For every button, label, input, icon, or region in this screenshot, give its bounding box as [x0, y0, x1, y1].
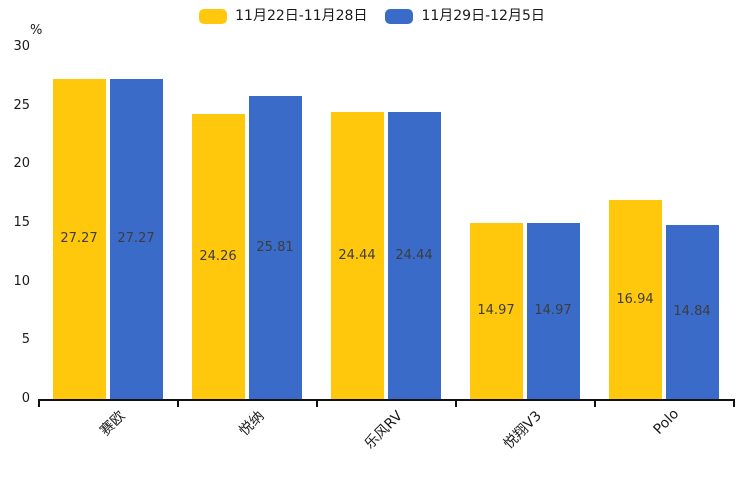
y-axis-unit-label: %	[30, 23, 43, 38]
bar-week2[interactable]	[526, 223, 580, 399]
legend-item-week1[interactable]: 11月22日-11月28日	[199, 6, 367, 26]
x-axis-category-label: Polo	[650, 406, 682, 438]
bar-week1[interactable]	[191, 114, 245, 399]
y-axis-tick-label: 10	[13, 273, 30, 289]
bar-week1[interactable]	[608, 200, 662, 399]
x-axis-category-label: 悦纳	[235, 408, 267, 440]
x-axis-category-label: 悦翔V3	[500, 408, 545, 453]
legend-label-week2: 11月29日-12月5日	[421, 8, 545, 24]
bar-week2[interactable]	[387, 112, 441, 399]
x-axis-tick-mark	[316, 401, 318, 407]
chart-legend: 11月22日-11月28日 11月29日-12月5日	[0, 6, 744, 26]
x-axis-tick-mark	[177, 401, 179, 407]
x-axis-tick-mark	[594, 401, 596, 407]
x-axis-line	[38, 399, 735, 401]
x-axis-category-label: 乐风RV	[361, 408, 406, 453]
y-axis-tick-label: 30	[13, 39, 30, 54]
bar-week1[interactable]	[469, 223, 523, 399]
y-axis-tick-label: 25	[13, 97, 30, 113]
y-axis-tick-label: 15	[13, 215, 30, 230]
y-axis-tick-label: 20	[13, 156, 30, 172]
x-axis-tick-mark	[38, 401, 40, 407]
legend-label-week1: 11月22日-11月28日	[235, 8, 368, 24]
bar-week1[interactable]	[52, 79, 106, 399]
y-axis-tick-label: 5	[21, 332, 30, 348]
bar-week2[interactable]	[248, 96, 302, 399]
legend-swatch-week2	[385, 8, 414, 24]
bar-week2[interactable]	[109, 79, 163, 399]
legend-swatch-week1	[199, 8, 228, 24]
y-axis-tick-label: 0	[21, 391, 30, 406]
legend-item-week2[interactable]: 11月29日-12月5日	[385, 6, 545, 26]
x-axis-category-label: 赛欧	[96, 408, 128, 440]
x-axis-tick-mark	[455, 401, 457, 407]
bar-week2[interactable]	[665, 224, 719, 399]
bar-week1[interactable]	[330, 112, 384, 399]
x-axis-tick-mark	[733, 401, 735, 407]
